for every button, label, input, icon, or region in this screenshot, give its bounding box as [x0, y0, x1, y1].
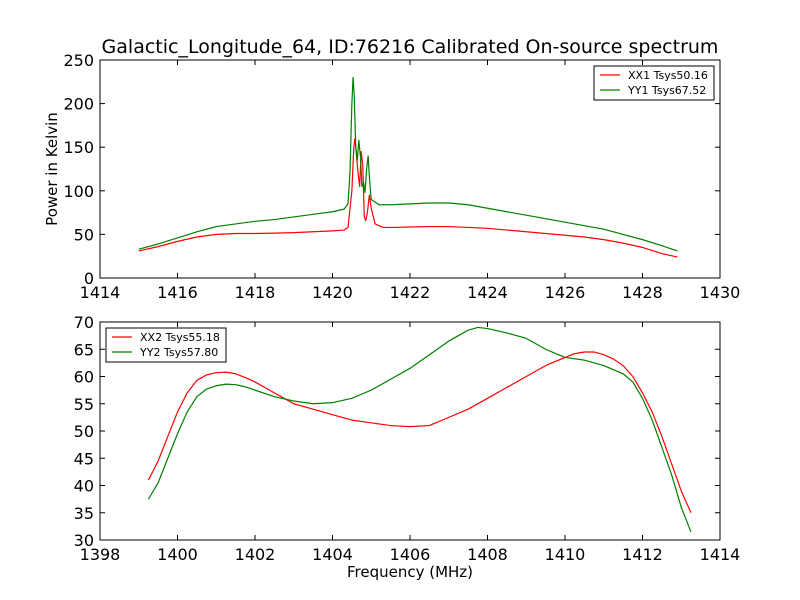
series-line-2-1	[147, 351, 692, 513]
y-tick-label: 45	[74, 449, 94, 468]
x-tick-label: 1418	[235, 283, 276, 302]
chart-title: Galactic_Longitude_64, ID:76216 Calibrat…	[102, 36, 719, 58]
legend-label: YY1 Tsys67.52	[627, 84, 706, 97]
y-tick-label: 65	[74, 340, 94, 359]
legend-box	[593, 65, 715, 101]
y-tick-label: 100	[63, 182, 94, 201]
y-tick-label: 50	[74, 422, 94, 441]
y-tick-label: 60	[74, 368, 94, 387]
x-tick-label: 1420	[312, 283, 353, 302]
x-tick-label: 1408	[467, 545, 508, 564]
y-tick-label: 150	[63, 138, 94, 157]
x-axis-label: Frequency (MHz)	[347, 563, 473, 581]
bottom-spectrum-panel: 1398 1400 1402 1404 1406 1408 1410 1412 1414 30 35…	[74, 313, 741, 581]
x-tick-label: 1404	[312, 545, 353, 564]
legend-box	[105, 327, 227, 363]
x-tick-label: 1414	[700, 545, 741, 564]
x-tick-label: 1412	[622, 545, 663, 564]
x-tick-label: 1424	[467, 283, 508, 302]
legend-label: XX2 Tsys55.18	[140, 331, 220, 344]
y-tick-label: 55	[74, 395, 94, 414]
series-line-1-2	[138, 76, 678, 252]
legend-label: YY2 Tsys57.80	[139, 346, 218, 359]
legend-label: XX1 Tsys50.16	[628, 69, 708, 82]
y-tick-label: 250	[63, 51, 94, 70]
x-tick-label: 1398	[80, 545, 121, 564]
y-tick-label: 30	[74, 531, 94, 550]
series-line-2-2	[147, 326, 692, 533]
y-tick-label: 70	[74, 313, 94, 332]
y-tick-label: 40	[74, 477, 94, 496]
y-axis-label: Power in Kelvin	[43, 112, 61, 226]
x-tick-label: 1416	[157, 283, 198, 302]
x-tick-label: 1402	[235, 545, 276, 564]
y-tick-label: 50	[74, 225, 94, 244]
x-tick-label: 1426	[545, 283, 586, 302]
y-tick-label: 0	[84, 269, 94, 288]
top-spectrum-panel: 1414 1416 1418 1420 1422 1424 1426 1428 1430 0 50 1…	[43, 51, 740, 302]
x-tick-label: 1406	[390, 545, 431, 564]
series-line-1-1	[138, 137, 678, 258]
y-tick-label: 35	[74, 504, 94, 523]
y-tick-label: 200	[63, 95, 94, 114]
x-tick-label: 1414	[80, 283, 121, 302]
x-tick-label: 1410	[545, 545, 586, 564]
x-tick-label: 1428	[622, 283, 663, 302]
x-tick-label: 1430	[700, 283, 741, 302]
x-tick-label: 1422	[390, 283, 431, 302]
x-tick-label: 1400	[157, 545, 198, 564]
